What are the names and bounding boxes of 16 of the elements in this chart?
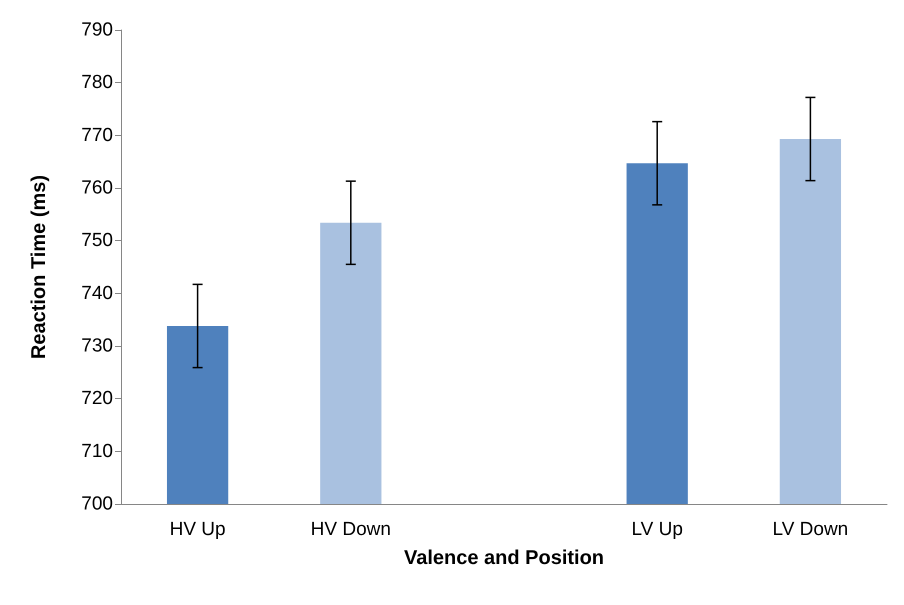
y-tick-label: 790 [81, 20, 113, 40]
x-tick-label: LV Up [631, 519, 683, 540]
x-axis-title: Valence and Position [404, 547, 604, 569]
y-tick-label: 750 [81, 230, 113, 252]
y-tick-label: 710 [81, 440, 113, 462]
y-axis-title: Reaction Time (ms) [28, 174, 50, 360]
x-tick-label: LV Down [772, 519, 848, 540]
y-tick-label: 770 [81, 124, 113, 146]
y-tick-label: 720 [81, 388, 113, 410]
y-tick-label: 780 [81, 72, 113, 94]
y-tick-label: 730 [81, 336, 113, 356]
y-tick-label: 740 [81, 282, 113, 304]
y-tick-label: 700 [81, 494, 113, 514]
x-tick-label: HV Up [170, 519, 226, 540]
y-tick-label: 760 [81, 178, 113, 198]
x-tick-label: HV Down [310, 519, 391, 540]
